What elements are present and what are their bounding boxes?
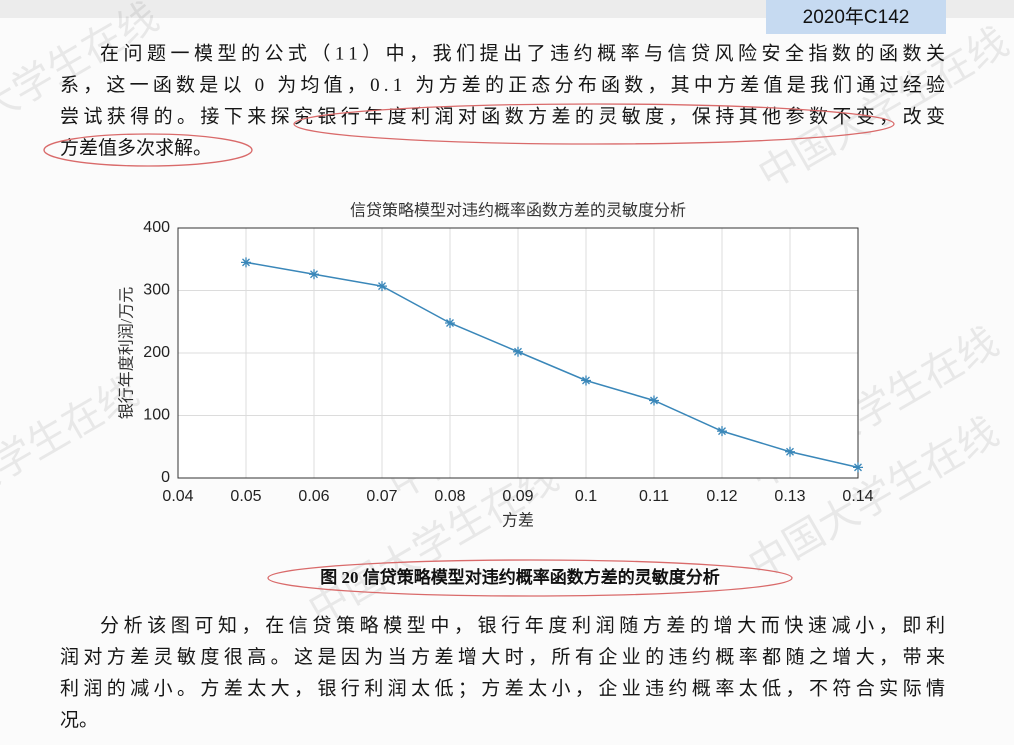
- top-strip: [0, 0, 1014, 18]
- paragraph-line: 尝试获得的。接下来探究银行年度利润对函数方差的灵敏度，保持其他参数不变，改变: [60, 105, 945, 127]
- figure-caption: 图 20 信贷策略模型对违约概率函数方差的灵敏度分析: [320, 567, 720, 587]
- paragraph-line: 分析该图可知，在信贷策略模型中，银行年度利润随方差的增大而快速减小，即利: [100, 614, 945, 636]
- x-tick-label: 0.12: [706, 488, 737, 505]
- plot-frame: [177, 227, 859, 479]
- data-point: [853, 462, 863, 473]
- x-tick-label: 0.11: [639, 488, 669, 505]
- y-tick-label: 400: [143, 219, 170, 236]
- paragraph-line: 润对方差灵敏度很高。这是因为当方差增大时，所有企业的违约概率都随之增大，带来: [60, 646, 945, 668]
- x-tick-label: 0.07: [366, 488, 397, 505]
- x-tick-label: 0.04: [162, 488, 193, 505]
- x-tick-label: 0.06: [298, 488, 329, 505]
- data-point: [241, 257, 251, 268]
- x-tick-label: 0.1: [575, 488, 597, 505]
- y-tick-label: 200: [143, 344, 170, 361]
- paragraph-line: 方差值多次求解。: [60, 137, 212, 159]
- paragraph: 分析该图可知，在信贷策略模型中，银行年度利润随方差的增大而快速减小，即利润对方差…: [60, 614, 945, 731]
- data-point: [785, 446, 795, 457]
- badge-box: [766, 0, 946, 34]
- data-point: [581, 375, 591, 386]
- chart-title: 信贷策略模型对违约概率函数方差的灵敏度分析: [350, 202, 686, 220]
- y-tick-label: 300: [143, 282, 170, 299]
- highlight-ellipse: [43, 133, 253, 167]
- x-tick-label: 0.08: [434, 488, 465, 505]
- paragraph-line: 况。: [60, 710, 98, 731]
- highlight-ellipse: [293, 103, 895, 145]
- badge: 2020年C142: [803, 6, 910, 28]
- y-tick-label: 100: [143, 407, 170, 424]
- x-tick-label: 0.14: [842, 488, 873, 505]
- data-point: [309, 269, 319, 280]
- data-point: [377, 281, 387, 292]
- chart: 0 100 200 300 400 0.04 0.05 0.06 0.07 0.08 0.09 0.1…: [118, 202, 874, 530]
- x-tick-label: 0.05: [230, 488, 261, 505]
- x-axis-label: 方差: [502, 512, 534, 530]
- data-line: [245, 261, 859, 469]
- highlight-ellipse: [267, 559, 793, 597]
- paragraph-line: 利润的减小。方差太大，银行利润太低；方差太小，企业违约概率太低，不符合实际情: [60, 677, 945, 699]
- paragraph-line: 在问题一模型的公式（11）中，我们提出了违约概率与信贷风险安全指数的函数关: [100, 42, 945, 64]
- data-point: [445, 318, 455, 328]
- paragraph-line: 系，这一函数是以 0 为均值，0.1 为方差的正态分布函数，其中方差值是我们通过…: [60, 74, 945, 96]
- y-axis-label: 银行年度利润/万元: [118, 287, 136, 419]
- y-tick-label: 0: [161, 469, 170, 486]
- data-point: [513, 346, 523, 357]
- x-tick-label: 0.13: [774, 488, 805, 505]
- x-tick-label: 0.09: [502, 488, 533, 505]
- data-point: [717, 426, 727, 437]
- data-point: [649, 395, 659, 406]
